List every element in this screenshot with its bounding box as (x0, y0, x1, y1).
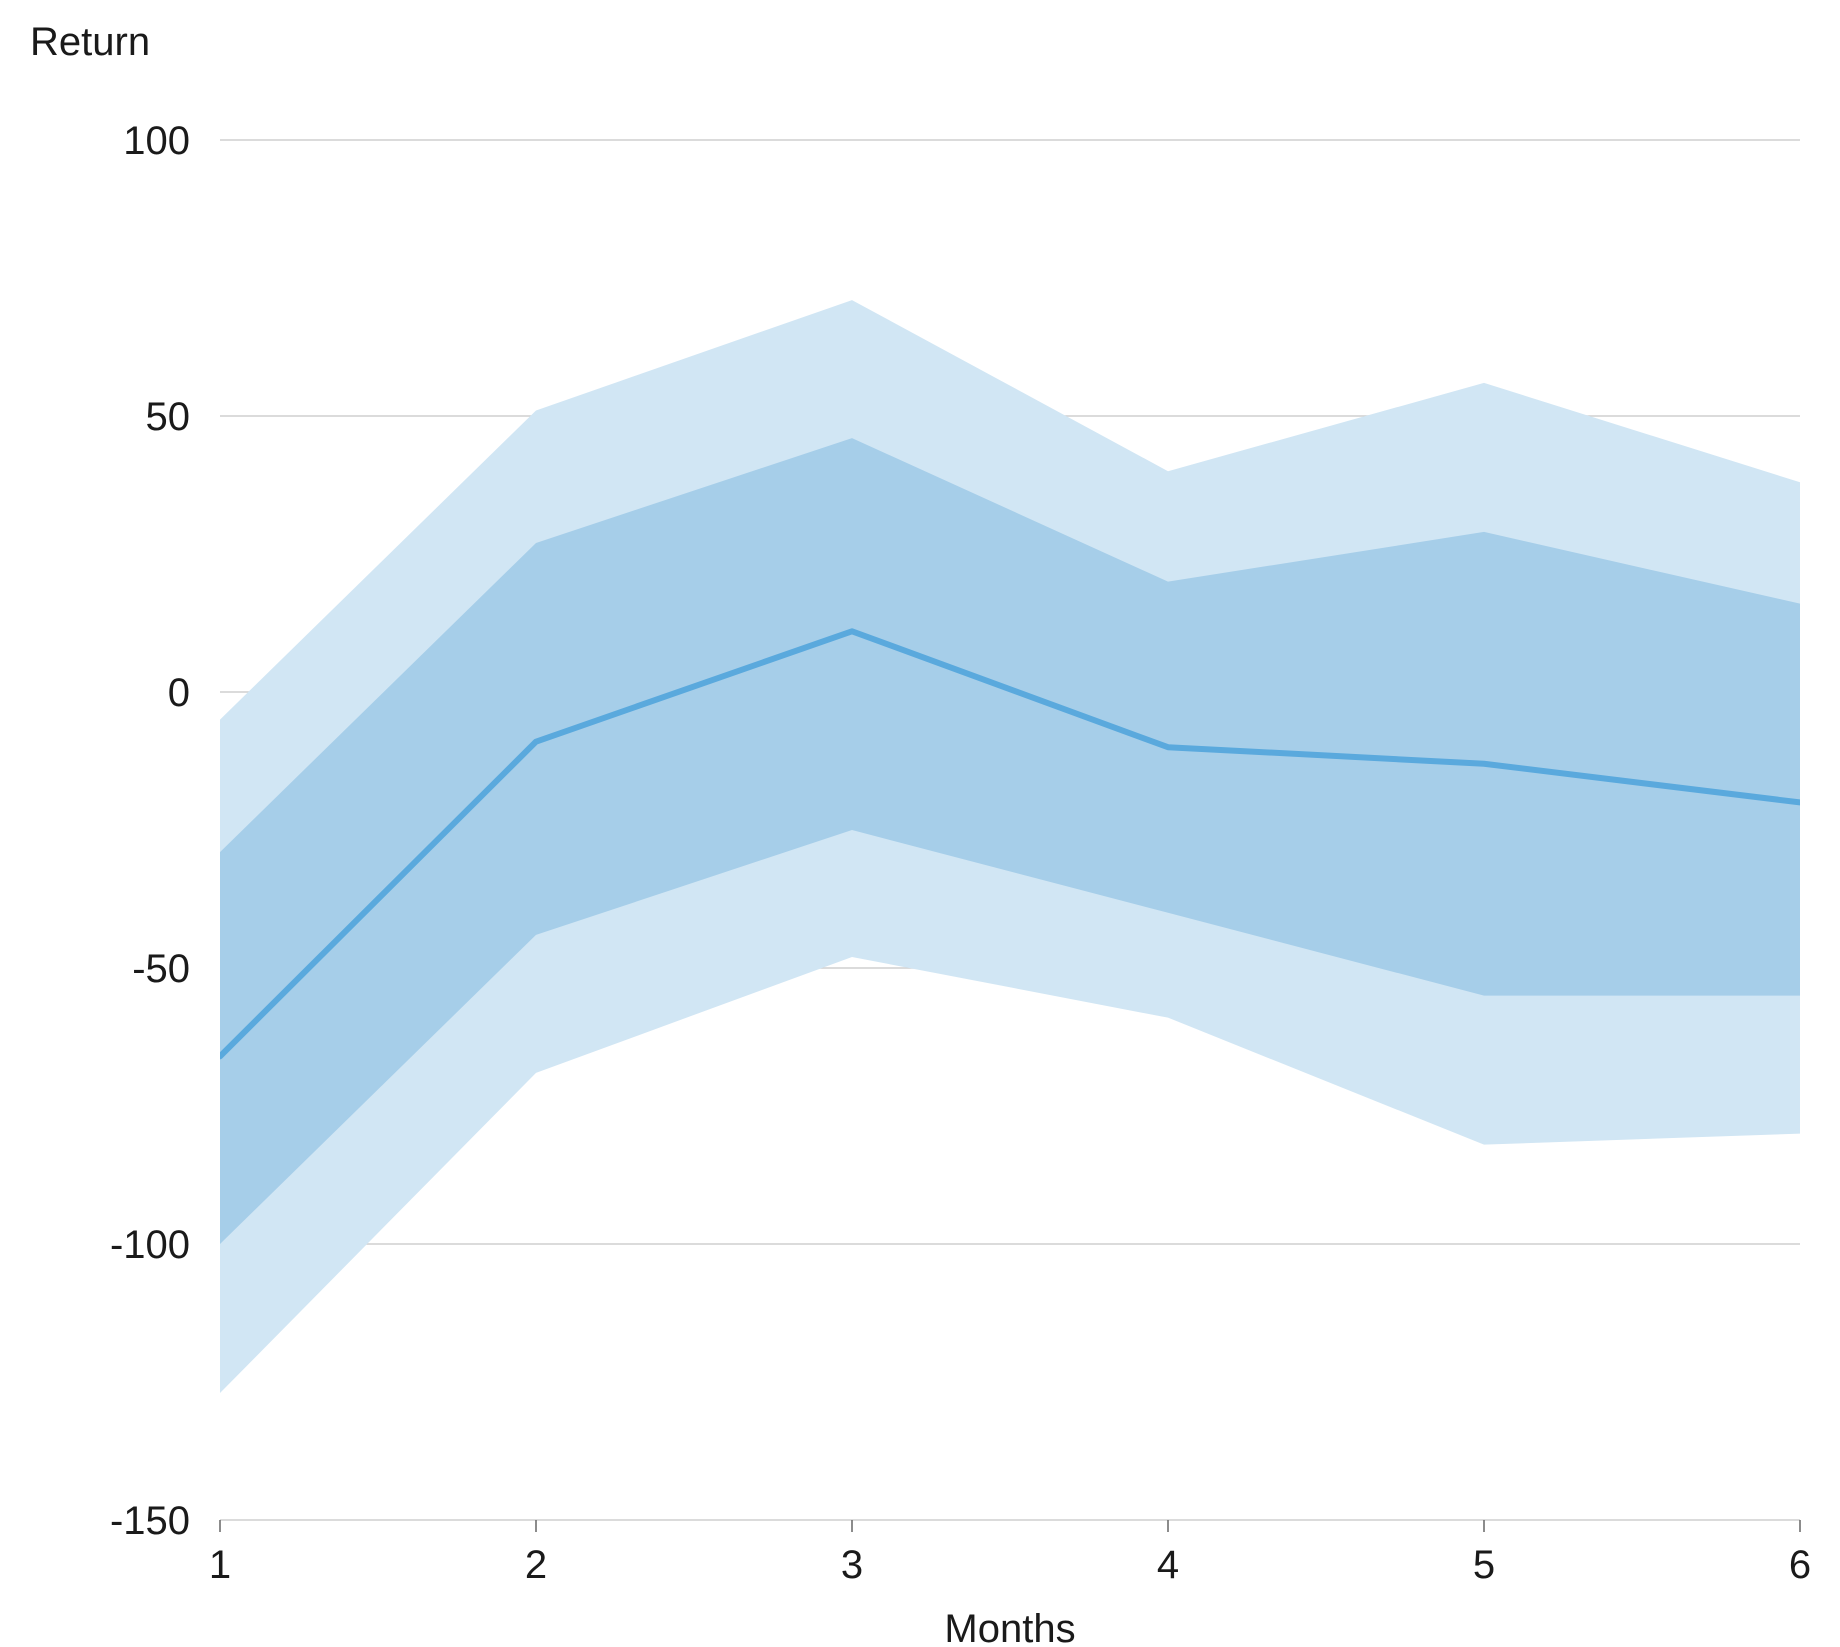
y-axis-title: Return (30, 20, 150, 64)
x-tick-label: 1 (209, 1543, 231, 1587)
y-tick-label: 100 (123, 119, 190, 163)
x-tick-label: 3 (841, 1543, 863, 1587)
line-chart: 1 2 3 4 5 6 -150 -100 -50 0 50 100 Return Months (0, 0, 1840, 1647)
y-tick-label: 0 (168, 671, 190, 715)
y-tick-label: -100 (110, 1223, 190, 1267)
x-tick-label: 4 (1157, 1543, 1179, 1587)
y-tick-label: -50 (132, 947, 190, 991)
x-axis-title: Months (944, 1607, 1075, 1647)
x-tick-label: 6 (1789, 1543, 1811, 1587)
x-tick-label: 5 (1473, 1543, 1495, 1587)
chart-container: 1 2 3 4 5 6 -150 -100 -50 0 50 100 Return Months (0, 0, 1840, 1647)
x-tick-label: 2 (525, 1543, 547, 1587)
y-tick-label: -150 (110, 1499, 190, 1543)
y-tick-label: 50 (146, 395, 191, 439)
